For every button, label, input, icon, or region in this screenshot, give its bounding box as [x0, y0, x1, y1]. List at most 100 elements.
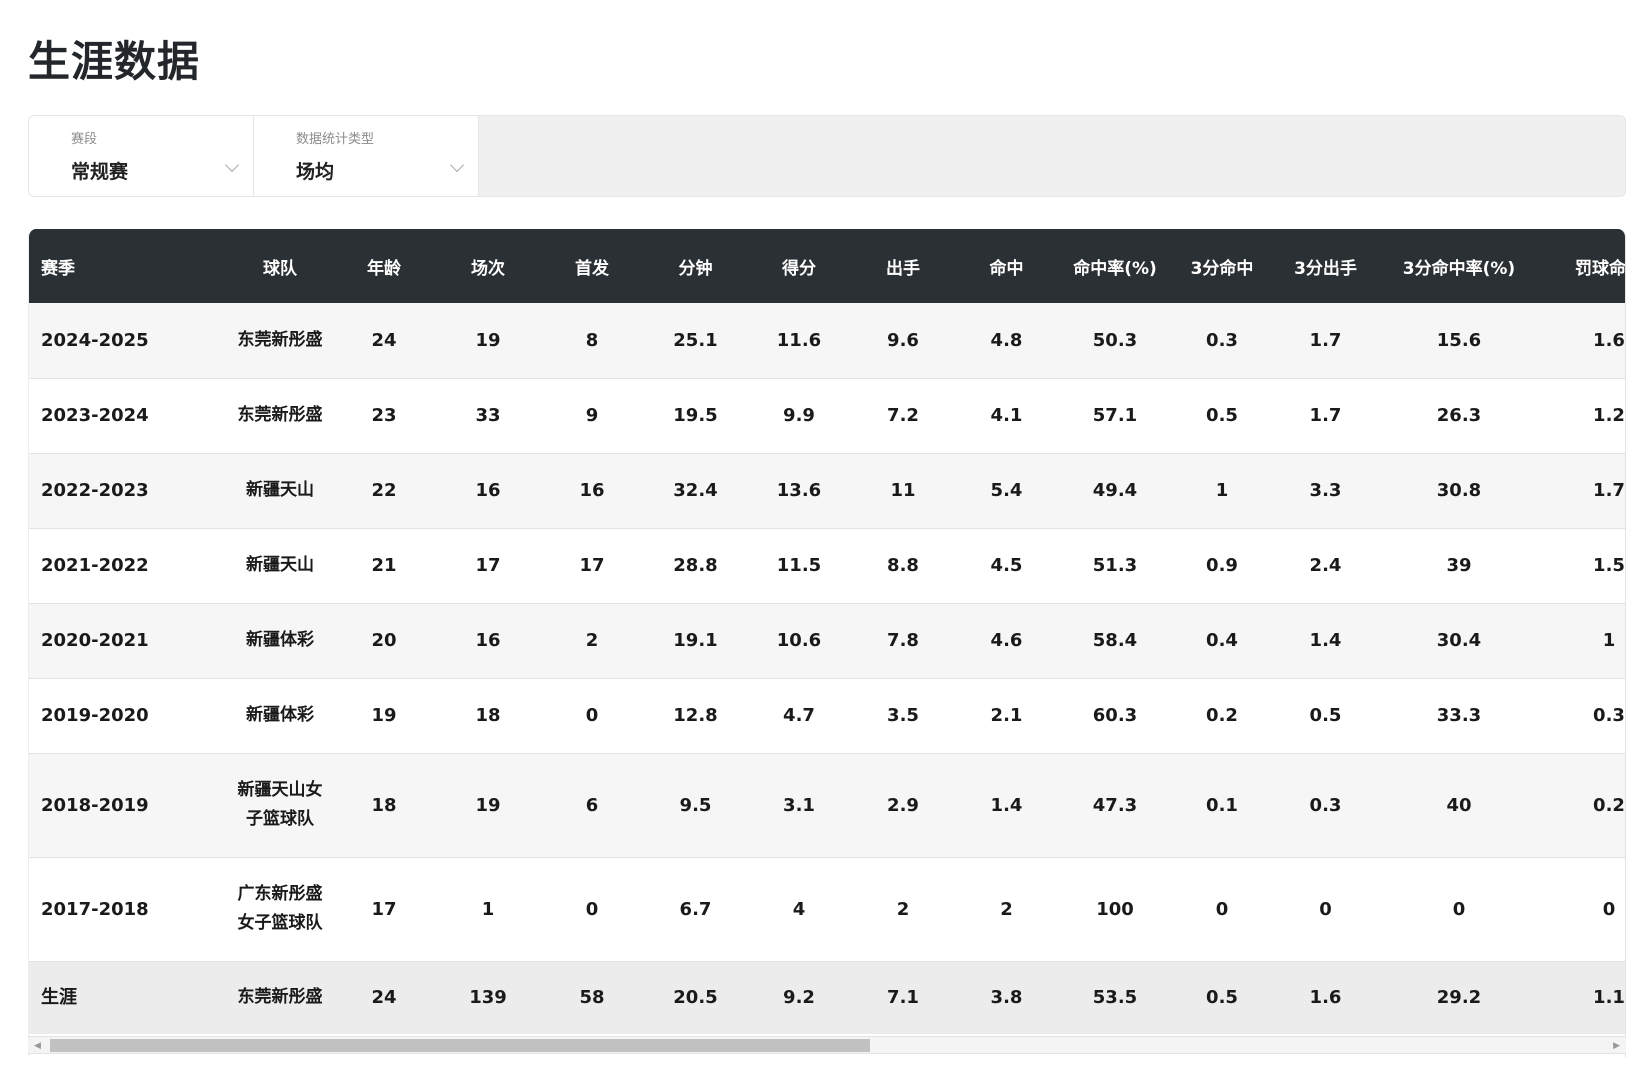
table-cell: 2.9 [851, 753, 955, 858]
column-header: 命中 [955, 229, 1058, 303]
table-cell: 32.4 [644, 453, 747, 529]
table-cell: 4 [747, 857, 851, 962]
table-cell: 4.6 [955, 603, 1058, 679]
table-cell: 24 [332, 303, 436, 379]
table-cell: 4.7 [747, 678, 851, 754]
table-cell: 33.3 [1379, 678, 1539, 754]
table-row: 2024-2025 东莞新彤盛 24 19 8 25.1 11.6 9.6 4.8 50.3 0.3… [29, 303, 1625, 379]
table-cell: 15.6 [1379, 303, 1539, 379]
table-cell: 0.5 [1272, 678, 1379, 754]
team-name: 广东新彤盛女子篮球队 [237, 884, 323, 933]
table-cell: 6 [540, 753, 644, 858]
table-cell: 2022-2023 [29, 453, 228, 529]
table-cell: 33 [436, 378, 540, 454]
column-header: 3分命中 [1172, 229, 1272, 303]
table-cell: 4.1 [955, 378, 1058, 454]
scroll-left-icon[interactable]: ◀ [34, 1041, 41, 1051]
table-row: 2022-2023 新疆天山 22 16 16 32.4 13.6 11 5.4 49.4 1 3.3… [29, 453, 1625, 529]
table-cell: 7.1 [851, 961, 955, 1034]
column-header: 球队 [228, 229, 332, 303]
table-cell: 2018-2019 [29, 753, 228, 858]
table-cell: 2 [851, 857, 955, 962]
table-cell: 9.5 [644, 753, 747, 858]
table-cell: 28.8 [644, 528, 747, 604]
stat-type-label: 数据统计类型 [296, 132, 375, 147]
table-cell: 7.2 [851, 378, 955, 454]
table-cell: 0 [1539, 857, 1625, 962]
table-row: 2018-2019 新疆天山女子篮球队 18 19 6 9.5 3.1 2.9 1.4 47.3 0… [29, 753, 1625, 858]
column-header: 命中率(%) [1058, 229, 1172, 303]
table-cell: 2 [955, 857, 1058, 962]
team-name: 新疆体彩 [246, 630, 314, 650]
table-cell: 16 [436, 603, 540, 679]
table-cell: 新疆天山 [228, 528, 332, 604]
team-name: 东莞新彤盛 [237, 405, 323, 425]
table-cell: 20.5 [644, 961, 747, 1034]
table-cell: 8 [540, 303, 644, 379]
scrollbar-thumb[interactable] [50, 1039, 870, 1052]
table-cell: 3.1 [747, 753, 851, 858]
table-cell: 9.2 [747, 961, 851, 1034]
table-cell: 100 [1058, 857, 1172, 962]
table-cell: 新疆体彩 [228, 678, 332, 754]
table-cell: 2017-2018 [29, 857, 228, 962]
table-cell: 23 [332, 378, 436, 454]
table-cell: 1.7 [1272, 378, 1379, 454]
team-name: 新疆体彩 [246, 705, 314, 725]
table-cell: 1.4 [1272, 603, 1379, 679]
column-header: 3分出手 [1272, 229, 1379, 303]
table-cell: 19 [436, 303, 540, 379]
table-cell: 17 [540, 528, 644, 604]
table-cell: 16 [540, 453, 644, 529]
table-cell: 2024-2025 [29, 303, 228, 379]
stat-type-select[interactable]: 数据统计类型 场均 [254, 116, 479, 196]
career-stats-table: 赛季 球队 年龄 场次 首发 分钟 得分 出手 命中 命中率(%) 3分命中 3分出手 3分命中率(%)… [28, 229, 1626, 1057]
filter-bar: 赛段 常规赛 数据统计类型 场均 [28, 115, 1626, 197]
table-cell: 0.3 [1539, 678, 1625, 754]
career-total-row: 生涯 东莞新彤盛 24 139 58 20.5 9.2 7.1 3.8 53.5 0.5 1.6 29.… [29, 961, 1625, 1034]
table-cell: 39 [1379, 528, 1539, 604]
table-cell: 17 [332, 857, 436, 962]
column-header: 罚球命中 [1539, 229, 1625, 303]
table-cell: 1.6 [1539, 303, 1625, 379]
stage-value: 常规赛 [71, 161, 129, 183]
table-cell: 2023-2024 [29, 378, 228, 454]
table-cell: 0 [540, 857, 644, 962]
table-cell: 29.2 [1379, 961, 1539, 1034]
table-cell: 生涯 [29, 961, 228, 1034]
table-cell: 0.2 [1172, 678, 1272, 754]
page-title: 生涯数据 [28, 37, 201, 86]
table-cell: 21 [332, 528, 436, 604]
table-cell: 0.5 [1172, 378, 1272, 454]
table-row: 2020-2021 新疆体彩 20 16 2 19.1 10.6 7.8 4.6 58.4 0.4 1… [29, 603, 1625, 679]
scroll-right-icon[interactable]: ▶ [1613, 1041, 1620, 1051]
table-cell: 4.8 [955, 303, 1058, 379]
table-cell: 58 [540, 961, 644, 1034]
table-cell: 广东新彤盛女子篮球队 [228, 857, 332, 962]
table-cell: 3.3 [1272, 453, 1379, 529]
table-cell: 0.3 [1172, 303, 1272, 379]
table-cell: 13.6 [747, 453, 851, 529]
table-cell: 18 [436, 678, 540, 754]
table-cell: 1.4 [955, 753, 1058, 858]
table-header: 赛季 球队 年龄 场次 首发 分钟 得分 出手 命中 命中率(%) 3分命中 3分出手 3分命中率(%)… [29, 229, 1625, 303]
table-cell: 3.8 [955, 961, 1058, 1034]
column-header: 年龄 [332, 229, 436, 303]
stage-select[interactable]: 赛段 常规赛 [29, 116, 254, 196]
table-cell: 30.8 [1379, 453, 1539, 529]
table-cell: 9 [540, 378, 644, 454]
column-header: 分钟 [644, 229, 747, 303]
table-cell: 0.1 [1172, 753, 1272, 858]
table-cell: 0.2 [1539, 753, 1625, 858]
table-cell: 2.1 [955, 678, 1058, 754]
table-cell: 1.7 [1539, 453, 1625, 529]
table-cell: 1.6 [1272, 961, 1379, 1034]
table-cell: 0.3 [1272, 753, 1379, 858]
table-cell: 东莞新彤盛 [228, 961, 332, 1034]
table-cell: 7.8 [851, 603, 955, 679]
table-cell: 1 [1539, 603, 1625, 679]
table-cell: 19.1 [644, 603, 747, 679]
table-cell: 139 [436, 961, 540, 1034]
horizontal-scrollbar[interactable]: ◀ ▶ [28, 1036, 1626, 1054]
table-cell: 22 [332, 453, 436, 529]
